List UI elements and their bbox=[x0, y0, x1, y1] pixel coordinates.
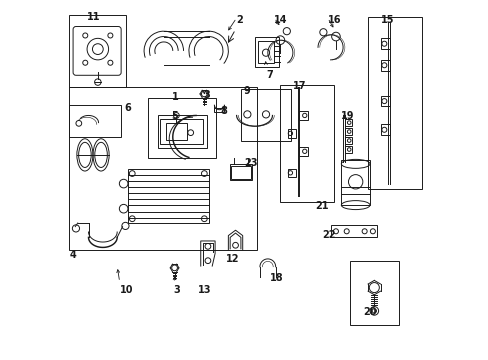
Bar bbox=[69, 87, 257, 250]
Bar bbox=[344, 146, 351, 153]
Bar bbox=[128, 169, 208, 223]
Bar bbox=[380, 60, 389, 71]
Bar bbox=[330, 225, 376, 237]
Text: 10: 10 bbox=[120, 285, 133, 295]
Bar bbox=[344, 137, 351, 144]
Text: 14: 14 bbox=[274, 15, 287, 25]
Bar bbox=[258, 41, 273, 63]
Text: 11: 11 bbox=[86, 12, 100, 22]
Text: 20: 20 bbox=[363, 307, 376, 317]
Bar bbox=[230, 166, 250, 179]
Text: 16: 16 bbox=[327, 15, 341, 25]
Text: 15: 15 bbox=[380, 15, 393, 25]
Text: 2: 2 bbox=[236, 15, 243, 25]
Bar bbox=[344, 119, 351, 126]
Bar bbox=[367, 17, 421, 189]
Text: 8: 8 bbox=[220, 106, 226, 116]
Text: 5: 5 bbox=[171, 111, 178, 121]
Bar bbox=[298, 147, 307, 156]
Text: 1: 1 bbox=[171, 92, 178, 102]
Bar bbox=[287, 168, 296, 177]
Text: 22: 22 bbox=[322, 230, 335, 240]
Bar bbox=[280, 85, 333, 202]
Bar bbox=[160, 119, 203, 144]
Bar bbox=[349, 261, 398, 325]
Bar bbox=[69, 15, 126, 87]
Bar bbox=[230, 164, 251, 180]
Bar bbox=[298, 111, 307, 120]
Text: 6: 6 bbox=[124, 103, 131, 113]
Bar bbox=[158, 116, 206, 148]
Text: 4: 4 bbox=[69, 250, 76, 260]
Text: 3: 3 bbox=[173, 285, 180, 295]
Text: 7: 7 bbox=[265, 69, 272, 80]
Text: 13: 13 bbox=[198, 285, 211, 295]
Text: 9: 9 bbox=[243, 86, 250, 96]
Text: 17: 17 bbox=[293, 81, 306, 91]
Text: 12: 12 bbox=[225, 253, 239, 264]
Bar bbox=[344, 128, 351, 135]
Bar bbox=[255, 37, 278, 67]
Bar bbox=[380, 39, 389, 49]
Bar bbox=[341, 160, 369, 205]
Bar bbox=[147, 98, 215, 158]
Text: 21: 21 bbox=[315, 201, 328, 211]
Bar bbox=[380, 125, 389, 135]
Text: 18: 18 bbox=[269, 273, 283, 283]
Bar bbox=[241, 89, 290, 140]
Bar bbox=[380, 96, 389, 107]
Bar bbox=[214, 108, 224, 112]
Text: 19: 19 bbox=[341, 111, 354, 121]
Text: 3: 3 bbox=[203, 90, 209, 100]
Bar bbox=[69, 105, 121, 137]
Text: 23: 23 bbox=[244, 158, 257, 168]
Bar bbox=[287, 129, 296, 138]
Bar bbox=[165, 123, 187, 140]
